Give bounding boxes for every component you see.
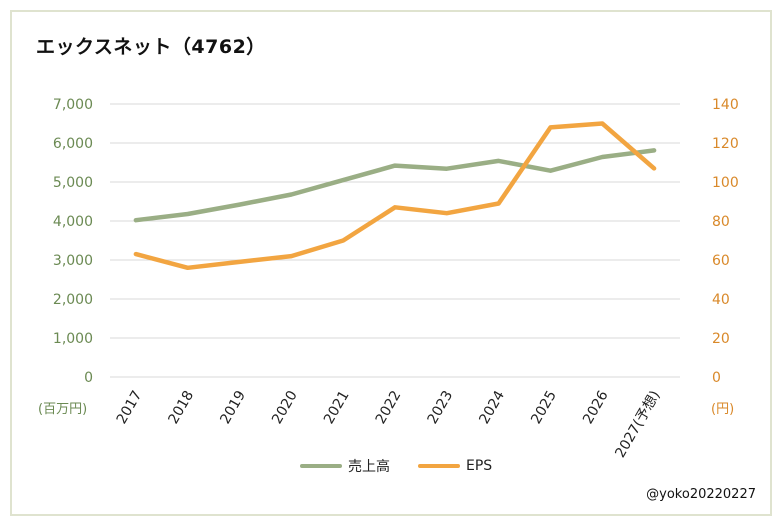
right-tick-label: 120 [712, 136, 739, 152]
right-tick-label: 20 [712, 331, 730, 347]
right-tick-label: 100 [712, 175, 739, 191]
x-tick-label: 2023 [425, 388, 457, 427]
series-line-sales [133, 148, 657, 223]
legend: 売上高 EPS [300, 456, 520, 476]
right-tick-label: 60 [712, 253, 730, 269]
legend-label-eps: EPS [466, 458, 493, 474]
x-tick-label: 2017 [114, 388, 146, 427]
right-tick-label: 0 [712, 370, 721, 386]
x-tick-label: 2024 [476, 388, 508, 427]
right-tick-label: 80 [712, 214, 730, 230]
series-line-eps [133, 121, 657, 271]
left-tick-label: 1,000 [53, 331, 93, 347]
left-tick-label: 0 [84, 370, 93, 386]
credit-text: @yoko20220227 [646, 487, 756, 502]
legend-swatch-eps [418, 464, 460, 468]
legend-swatch-sales [300, 464, 342, 468]
left-axis-unit: (百万円) [38, 402, 87, 417]
chart-frame [10, 10, 772, 516]
right-tick-label: 40 [712, 292, 730, 308]
left-tick-label: 7,000 [53, 97, 93, 113]
left-tick-label: 4,000 [53, 214, 93, 230]
legend-item-eps: EPS [418, 458, 492, 474]
left-tick-label: 3,000 [53, 253, 93, 269]
x-tick-label: 2022 [373, 388, 405, 427]
x-tick-label: 2018 [166, 388, 198, 427]
left-tick-label: 2,000 [53, 292, 93, 308]
x-tick-label: 2019 [217, 388, 249, 427]
x-tick-label: 2026 [580, 388, 612, 427]
left-tick-label: 6,000 [53, 136, 93, 152]
legend-label-sales: 売上高 [348, 459, 390, 475]
legend-item-sales: 売上高 [300, 456, 390, 476]
right-axis-unit: (円) [711, 402, 734, 417]
x-tick-label: 2021 [321, 388, 353, 427]
chart-title: エックスネット（4762） [36, 36, 266, 58]
x-tick-label: 2025 [528, 388, 560, 427]
left-tick-label: 5,000 [53, 175, 93, 191]
x-tick-label: 2027(予想) [612, 388, 663, 461]
x-tick-label: 2020 [269, 388, 301, 427]
right-tick-label: 140 [712, 97, 739, 113]
